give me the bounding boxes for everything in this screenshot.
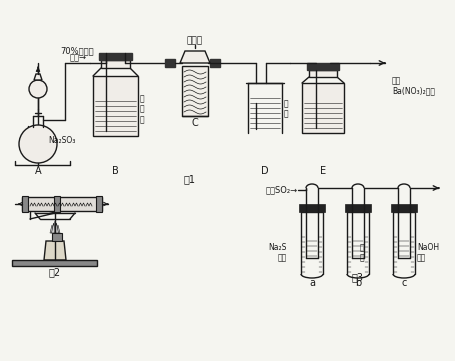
Text: Na₂S
溶液: Na₂S 溶液 [268, 243, 286, 263]
Text: B: B [111, 166, 118, 176]
Text: 70%浓硫酸: 70%浓硫酸 [60, 47, 93, 56]
Polygon shape [180, 51, 210, 63]
Text: 浓
硫
酸: 浓 硫 酸 [140, 94, 144, 124]
Text: 冰
水: 冰 水 [283, 99, 288, 119]
Polygon shape [51, 223, 56, 233]
Text: 氨气→: 氨气→ [70, 53, 87, 62]
Bar [298, 204, 324, 212]
Bar [390, 204, 416, 212]
Bar [99, 53, 131, 60]
Bar [182, 66, 207, 116]
Text: 氯
水: 氯 水 [359, 243, 364, 263]
Circle shape [29, 80, 47, 98]
Bar [52, 233, 62, 241]
Text: C: C [191, 118, 198, 128]
Bar [301, 83, 343, 133]
Bar [54, 196, 60, 212]
Text: a: a [308, 278, 314, 288]
Bar [93, 76, 138, 136]
Bar [101, 60, 130, 68]
Text: 催化剂: 催化剂 [187, 36, 202, 45]
Bar [22, 197, 102, 211]
Text: c: c [400, 278, 406, 288]
Bar [308, 70, 336, 77]
Bar [22, 196, 28, 212]
Text: 足量SO₂→: 足量SO₂→ [265, 186, 298, 195]
Text: Na₂SO₃: Na₂SO₃ [48, 136, 75, 145]
Bar [210, 59, 219, 67]
Polygon shape [55, 223, 58, 233]
Text: 足量
Ba(NO₃)₂溶液: 足量 Ba(NO₃)₂溶液 [391, 76, 434, 96]
Text: A: A [35, 166, 41, 176]
Polygon shape [53, 221, 57, 233]
Bar [165, 59, 175, 67]
Text: 图2: 图2 [49, 267, 61, 277]
Polygon shape [50, 225, 54, 233]
Text: NaOH
溶液: NaOH 溶液 [416, 243, 438, 263]
Bar [12, 260, 97, 266]
Text: 图1: 图1 [184, 174, 196, 184]
Polygon shape [56, 225, 60, 233]
Bar [96, 196, 102, 212]
Bar [344, 204, 370, 212]
Polygon shape [34, 74, 42, 80]
Text: E: E [319, 166, 325, 176]
Circle shape [19, 125, 57, 163]
Text: D: D [261, 166, 268, 176]
Text: 图3: 图3 [351, 272, 363, 282]
Bar [306, 63, 338, 70]
Text: b: b [354, 278, 360, 288]
Polygon shape [44, 241, 66, 260]
